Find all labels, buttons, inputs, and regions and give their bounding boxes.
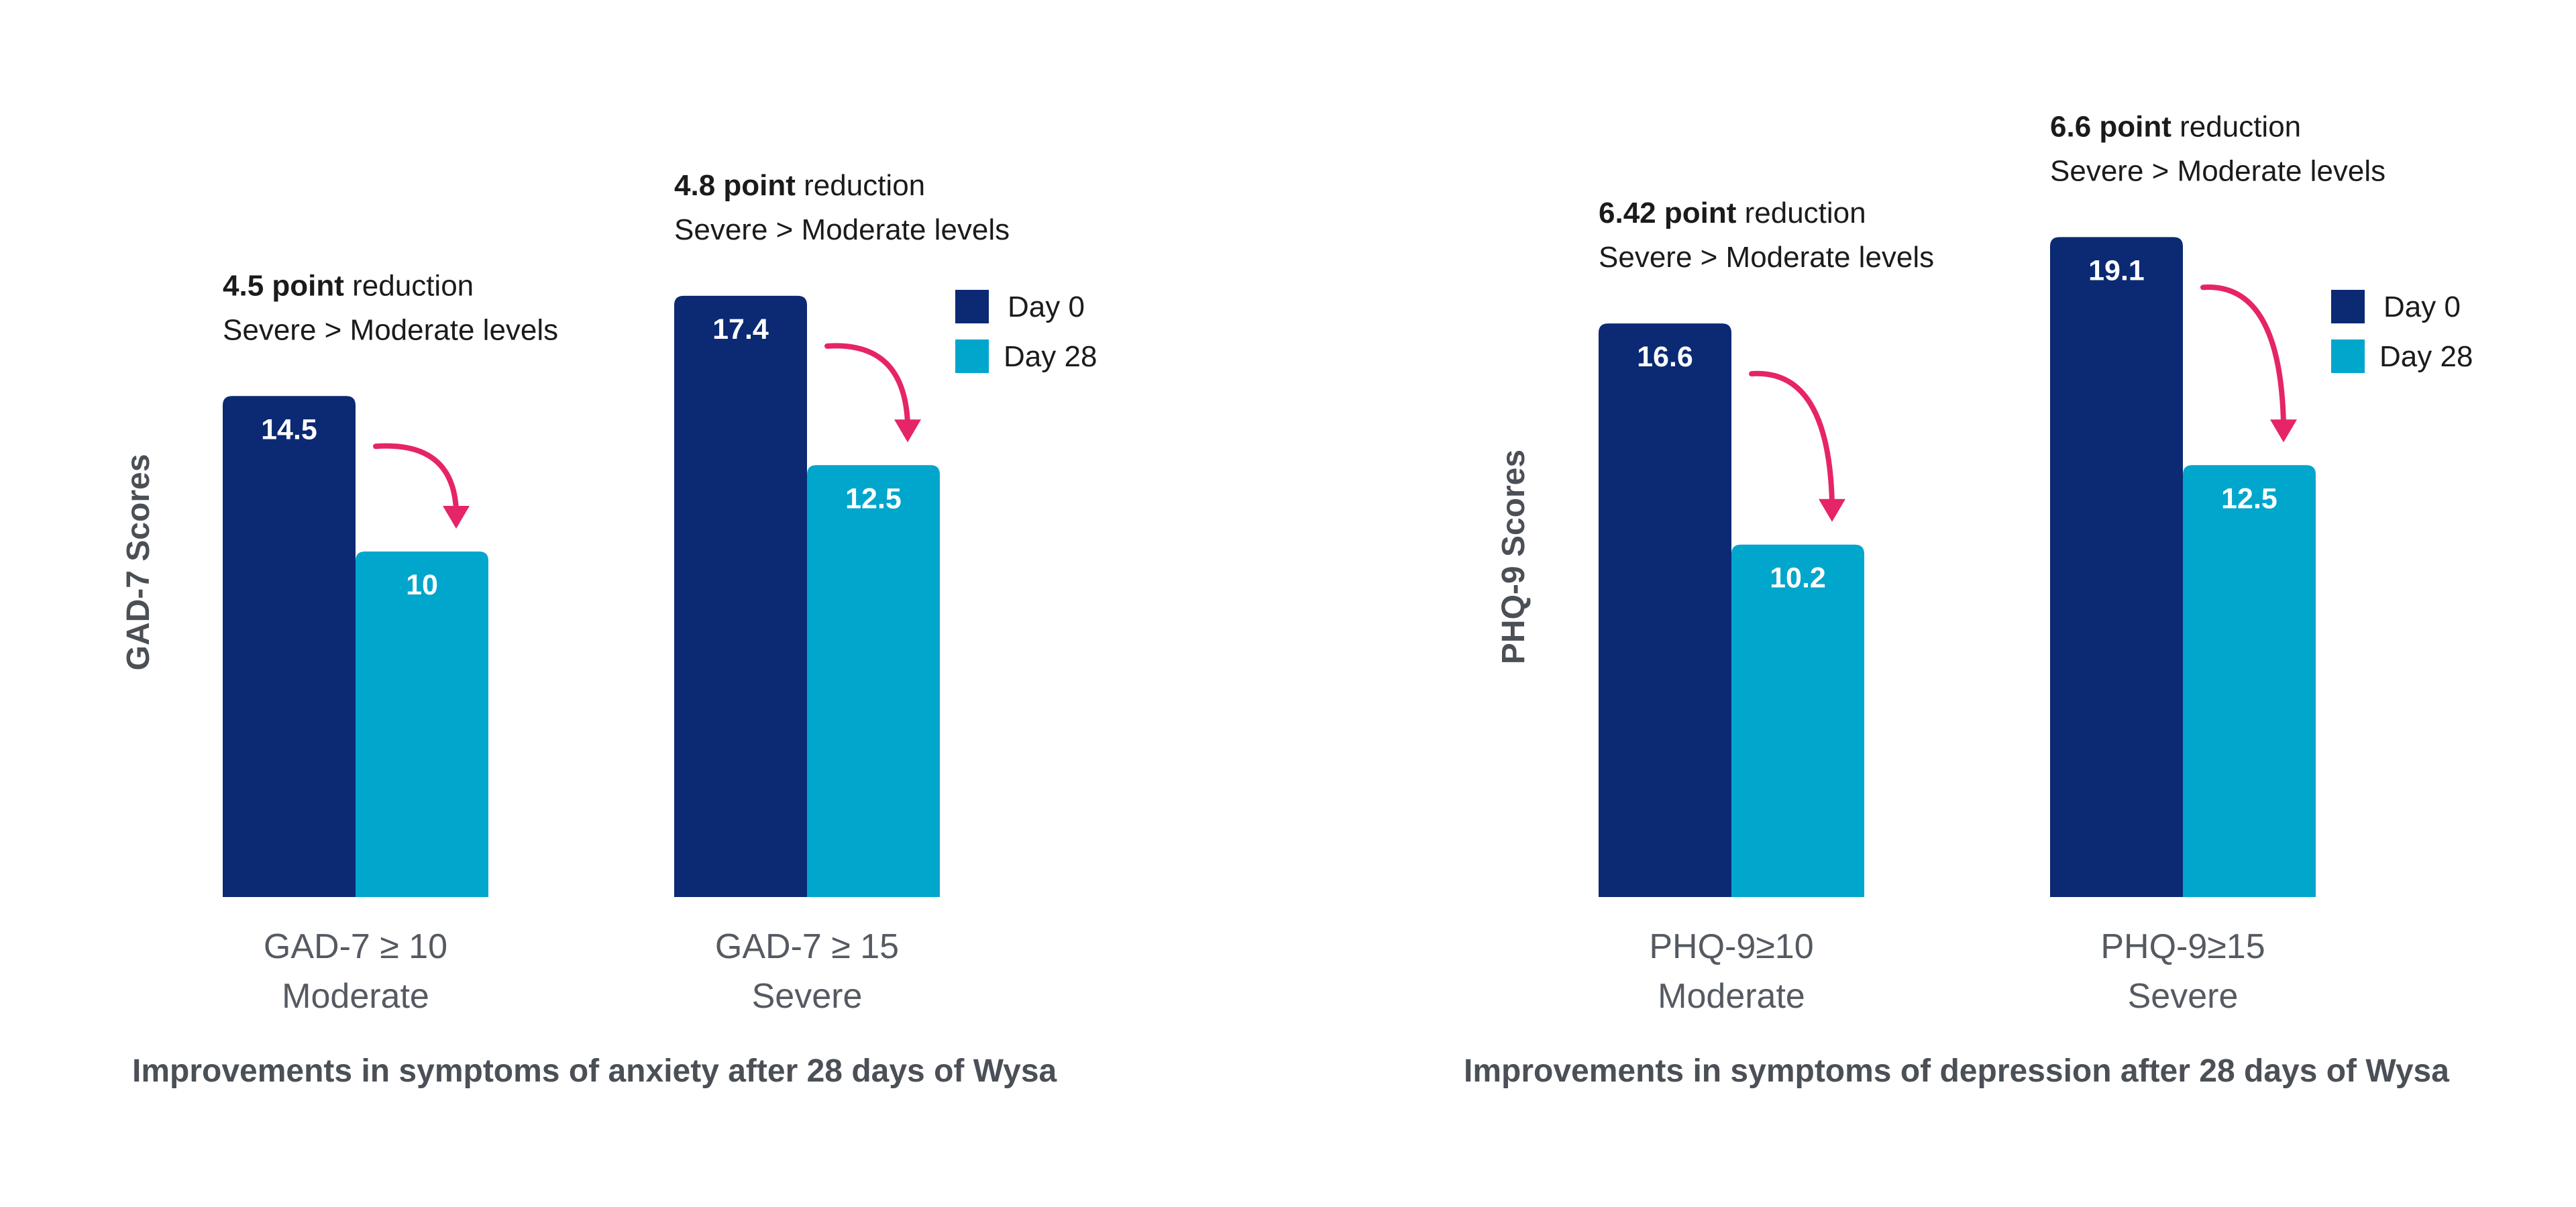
bar-value-label: 14.5	[261, 413, 317, 445]
reduction-arrow	[2200, 284, 2286, 427]
reduction-arrow	[373, 443, 459, 513]
bar-day0	[223, 396, 356, 897]
reduction-points: 4.8 point	[674, 169, 796, 202]
reduction-levels: Severe > Moderate levels	[2050, 154, 2385, 187]
reduction-annotation: 6.42 point reduction	[1599, 197, 1866, 229]
category-sublabel: Moderate	[282, 977, 429, 1016]
chart-2: PHQ-9 Scores 16.6 10.2 6.42 point reduction…	[1464, 110, 2473, 1089]
legend-swatch-day0	[955, 290, 989, 323]
reduction-levels: Severe > Moderate levels	[223, 313, 558, 346]
bar-value-label: 10	[406, 569, 438, 601]
bar-value-label: 10.2	[1770, 562, 1826, 594]
category-label: GAD-7 ≥ 15	[715, 927, 899, 966]
bar-day0	[1599, 323, 1731, 898]
bar-day0	[674, 295, 807, 897]
reduction-levels: Severe > Moderate levels	[1599, 241, 1934, 274]
reduction-arrow-head	[443, 506, 470, 529]
reduction-text: reduction	[796, 169, 925, 202]
category-sublabel: Severe	[752, 977, 863, 1016]
chart-caption: Improvements in symptoms of anxiety afte…	[132, 1053, 1057, 1089]
reduction-annotation: 4.5 point reduction	[223, 269, 474, 302]
legend-label: Day 28	[1004, 340, 1097, 373]
chart-1: GAD-7 Scores 14.5 10 4.5 point reduction Sev…	[121, 169, 1097, 1089]
bar-day28	[1731, 544, 1864, 897]
legend-swatch-day0	[2331, 290, 2365, 323]
category-sublabel: Moderate	[1658, 977, 1805, 1016]
reduction-points: 6.6 point	[2050, 110, 2171, 143]
bar-day0	[2050, 237, 2183, 898]
reduction-text: reduction	[2171, 110, 2301, 143]
reduction-text: reduction	[1736, 197, 1866, 229]
bar-value-label: 12.5	[2221, 482, 2277, 515]
legend-swatch-day28	[2331, 339, 2365, 373]
reduction-annotation: 4.8 point reduction	[674, 169, 925, 202]
bar-value-label: 19.1	[2088, 254, 2145, 286]
reduction-arrow	[824, 343, 910, 427]
y-axis-label: GAD-7 Scores	[121, 454, 156, 671]
legend-label: Day 28	[2379, 340, 2473, 373]
chart-caption: Improvements in symptoms of depression a…	[1464, 1053, 2449, 1089]
y-axis-label: PHQ-9 Scores	[1496, 450, 1532, 664]
reduction-arrow-head	[1819, 498, 1845, 522]
category-label: PHQ-9≥15	[2100, 927, 2265, 966]
reduction-levels: Severe > Moderate levels	[674, 213, 1010, 246]
reduction-text: reduction	[344, 269, 474, 302]
category-sublabel: Severe	[2128, 977, 2239, 1016]
legend-swatch-day28	[955, 339, 989, 373]
category-label: GAD-7 ≥ 10	[264, 927, 447, 966]
legend-label: Day 0	[1008, 291, 1085, 323]
reduction-points: 6.42 point	[1599, 197, 1737, 229]
bar-day28	[2183, 465, 2316, 897]
reduction-arrow-head	[894, 419, 921, 443]
bar-day28	[356, 552, 488, 897]
bar-value-label: 12.5	[845, 482, 902, 515]
bar-value-label: 16.6	[1637, 341, 1693, 373]
reduction-arrow-head	[2270, 419, 2297, 443]
category-label: PHQ-9≥10	[1649, 927, 1813, 966]
reduction-annotation: 6.6 point reduction	[2050, 110, 2301, 143]
reduction-arrow	[1749, 370, 1835, 506]
bar-day28	[807, 465, 940, 897]
bar-value-label: 17.4	[712, 313, 769, 346]
reduction-points: 4.5 point	[223, 269, 344, 302]
legend-label: Day 0	[2383, 291, 2461, 323]
